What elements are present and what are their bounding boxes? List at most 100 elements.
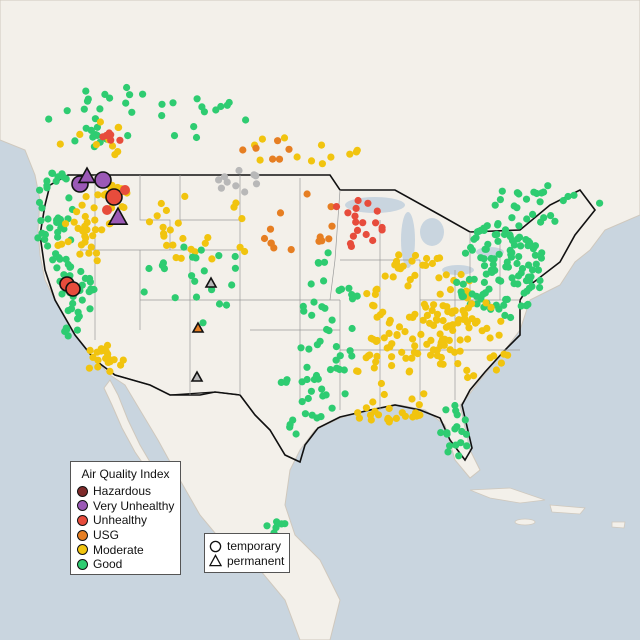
site-marker[interactable]	[379, 308, 387, 316]
site-marker[interactable]	[204, 276, 218, 288]
site-marker[interactable]	[166, 226, 174, 234]
site-marker[interactable]	[107, 136, 115, 144]
site-marker[interactable]	[170, 132, 179, 140]
site-marker[interactable]	[364, 199, 372, 207]
site-marker[interactable]	[493, 230, 501, 238]
site-marker[interactable]	[472, 292, 481, 300]
site-marker[interactable]	[316, 337, 324, 345]
site-marker[interactable]	[398, 348, 406, 356]
site-marker[interactable]	[500, 230, 509, 239]
site-marker[interactable]	[377, 379, 385, 388]
site-marker[interactable]	[398, 409, 406, 417]
site-marker[interactable]	[285, 145, 293, 153]
site-marker[interactable]	[159, 223, 167, 231]
site-marker[interactable]	[58, 290, 66, 298]
site-marker[interactable]	[53, 264, 61, 272]
site-marker[interactable]	[37, 217, 45, 225]
site-marker[interactable]	[406, 367, 414, 375]
site-marker[interactable]	[102, 354, 110, 363]
site-marker[interactable]	[446, 286, 455, 294]
site-marker[interactable]	[551, 217, 559, 225]
site-marker[interactable]	[215, 300, 224, 308]
site-marker[interactable]	[217, 102, 225, 111]
site-marker[interactable]	[433, 310, 442, 318]
site-marker[interactable]	[459, 292, 467, 300]
site-marker[interactable]	[369, 398, 377, 406]
site-marker[interactable]	[340, 366, 348, 374]
site-marker[interactable]	[346, 347, 354, 355]
site-marker[interactable]	[513, 259, 521, 268]
site-marker[interactable]	[411, 251, 420, 260]
site-marker[interactable]	[364, 352, 373, 360]
site-marker[interactable]	[532, 260, 540, 268]
site-marker[interactable]	[86, 305, 94, 313]
site-marker[interactable]	[430, 301, 438, 309]
site-marker[interactable]	[64, 332, 72, 340]
site-marker[interactable]	[408, 257, 416, 265]
site-marker[interactable]	[596, 199, 604, 207]
site-marker[interactable]	[427, 351, 435, 359]
site-marker[interactable]	[304, 394, 312, 403]
site-marker[interactable]	[453, 278, 461, 286]
site-marker[interactable]	[157, 199, 165, 208]
site-marker[interactable]	[456, 347, 464, 355]
site-marker[interactable]	[437, 429, 445, 437]
site-marker[interactable]	[333, 364, 341, 372]
site-marker[interactable]	[457, 439, 465, 447]
site-marker[interactable]	[200, 108, 208, 116]
site-marker[interactable]	[275, 155, 284, 163]
site-marker[interactable]	[351, 212, 359, 220]
site-marker[interactable]	[64, 238, 72, 246]
site-marker[interactable]	[411, 342, 419, 350]
site-marker[interactable]	[94, 171, 112, 189]
site-marker[interactable]	[464, 373, 472, 382]
site-marker[interactable]	[92, 141, 100, 149]
site-marker[interactable]	[252, 172, 260, 180]
site-marker[interactable]	[381, 272, 389, 280]
site-marker[interactable]	[496, 196, 504, 204]
site-marker[interactable]	[307, 387, 315, 395]
site-marker[interactable]	[277, 520, 286, 528]
site-marker[interactable]	[89, 232, 97, 240]
site-marker[interactable]	[371, 407, 379, 415]
site-marker[interactable]	[348, 295, 357, 303]
site-marker[interactable]	[44, 242, 52, 250]
site-marker[interactable]	[423, 311, 431, 319]
site-marker[interactable]	[465, 324, 473, 332]
site-marker[interactable]	[482, 299, 490, 307]
site-marker[interactable]	[86, 274, 94, 283]
site-marker[interactable]	[420, 300, 428, 308]
site-marker[interactable]	[523, 287, 531, 295]
site-marker[interactable]	[158, 261, 166, 269]
site-marker[interactable]	[74, 224, 82, 232]
site-marker[interactable]	[526, 239, 534, 247]
site-marker[interactable]	[87, 243, 95, 251]
site-marker[interactable]	[536, 284, 544, 292]
site-marker[interactable]	[517, 302, 525, 310]
site-marker[interactable]	[324, 249, 332, 257]
site-marker[interactable]	[328, 222, 336, 230]
site-marker[interactable]	[65, 194, 73, 202]
site-marker[interactable]	[301, 410, 309, 418]
site-marker[interactable]	[445, 336, 453, 344]
site-marker[interactable]	[320, 277, 328, 285]
site-marker[interactable]	[525, 261, 533, 269]
site-marker[interactable]	[303, 363, 311, 371]
site-marker[interactable]	[286, 421, 294, 429]
site-marker[interactable]	[538, 249, 546, 257]
site-marker[interactable]	[504, 263, 512, 271]
site-marker[interactable]	[298, 398, 306, 406]
site-marker[interactable]	[102, 205, 112, 215]
site-marker[interactable]	[307, 157, 316, 165]
site-marker[interactable]	[530, 188, 538, 196]
site-marker[interactable]	[393, 331, 401, 340]
site-marker[interactable]	[179, 234, 187, 243]
site-marker[interactable]	[471, 319, 480, 327]
site-marker[interactable]	[228, 281, 236, 289]
site-marker[interactable]	[73, 208, 81, 216]
site-marker[interactable]	[531, 242, 540, 250]
site-marker[interactable]	[63, 325, 71, 334]
site-marker[interactable]	[380, 334, 388, 342]
site-marker[interactable]	[354, 409, 362, 417]
site-marker[interactable]	[392, 414, 400, 422]
